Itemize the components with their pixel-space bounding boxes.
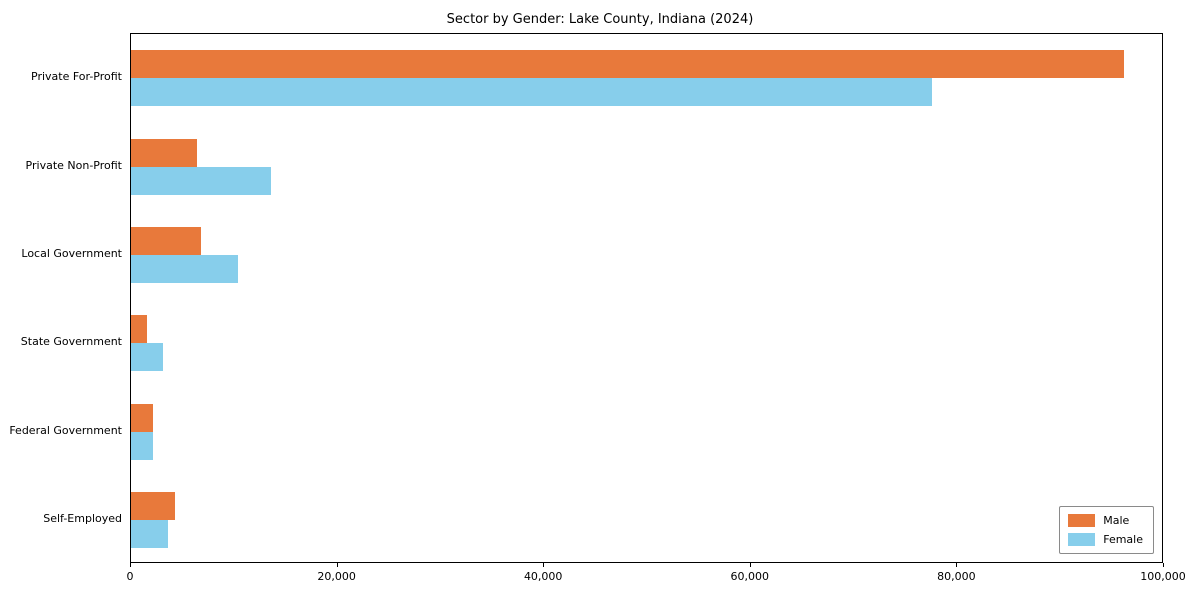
bar-female-self-employed xyxy=(131,519,169,548)
plot-area: Male Female xyxy=(130,33,1163,563)
bar-male-local-government xyxy=(131,226,202,255)
x-tick-mark xyxy=(749,563,751,567)
x-tick-label-100-000: 100,000 xyxy=(1140,570,1186,583)
bar-female-federal-government xyxy=(131,431,153,460)
x-tick-label-80-000: 80,000 xyxy=(937,570,976,583)
legend-label-female: Female xyxy=(1103,533,1143,546)
y-tick-label-self-employed: Self-Employed xyxy=(43,511,122,525)
bar-female-private-for-profit xyxy=(131,78,933,107)
bar-female-state-government xyxy=(131,343,163,372)
legend-swatch-male-icon xyxy=(1068,514,1096,527)
x-tick-mark xyxy=(1163,563,1164,567)
bar-male-self-employed xyxy=(131,491,176,520)
bar-male-private-for-profit xyxy=(131,50,1124,79)
y-tick-label-federal-government: Federal Government xyxy=(9,423,122,437)
chart-title: Sector by Gender: Lake County, Indiana (… xyxy=(446,12,754,27)
x-tick-label-0: 0 xyxy=(126,570,134,583)
y-tick-label-local-government: Local Government xyxy=(21,246,122,260)
legend-entry-male: Male xyxy=(1068,514,1143,527)
x-tick-mark xyxy=(956,563,958,567)
x-tick-label-60-000: 60,000 xyxy=(730,570,770,583)
x-tick-mark xyxy=(543,563,545,567)
x-tick-mark xyxy=(336,563,338,567)
legend-swatch-female-icon xyxy=(1068,533,1096,546)
x-tick-label-20-000: 20,000 xyxy=(317,570,356,583)
bar-female-private-non-profit xyxy=(131,166,272,195)
x-tick-label-40-000: 40,000 xyxy=(523,570,563,583)
y-tick-label-state-government: State Government xyxy=(20,335,122,349)
y-tick-label-private-for-profit: Private For-Profit xyxy=(31,70,122,84)
y-tick-label-private-non-profit: Private Non-Profit xyxy=(25,158,122,172)
legend-label-male: Male xyxy=(1103,514,1130,527)
bar-male-federal-government xyxy=(131,403,153,432)
bar-male-state-government xyxy=(131,315,148,344)
legend: Male Female xyxy=(1059,506,1154,554)
legend-entry-female: Female xyxy=(1068,533,1143,546)
x-tick-mark xyxy=(130,563,131,567)
bar-female-local-government xyxy=(131,254,239,283)
bar-male-private-non-profit xyxy=(131,138,197,167)
